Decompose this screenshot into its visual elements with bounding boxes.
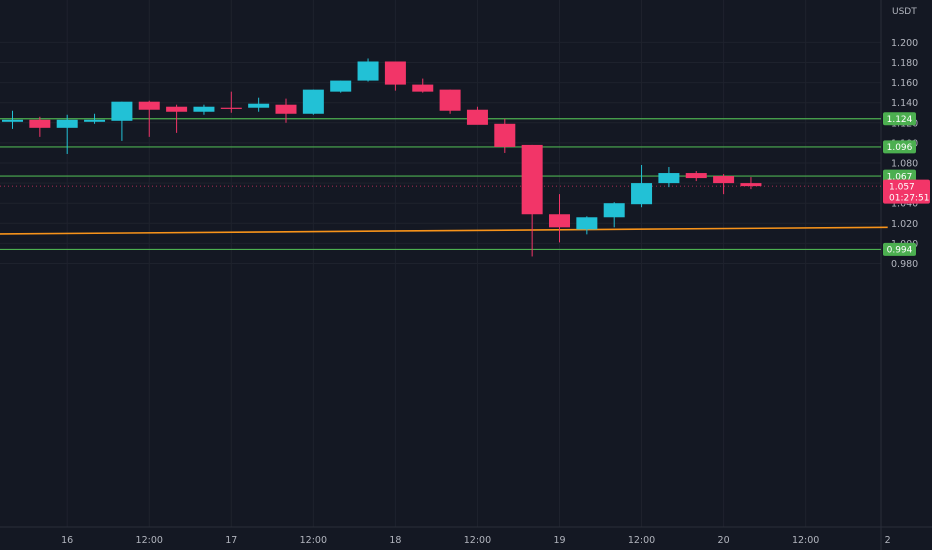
candle-bullish: [576, 217, 598, 230]
price-tick-label: 1.140: [891, 98, 918, 109]
last-price-tag-label: 1.057: [889, 182, 915, 192]
level-price-tag-label: 1.096: [887, 143, 913, 153]
time-tick-label: 17: [225, 535, 237, 546]
candle-bearish: [29, 119, 51, 128]
time-tick-label: 19: [553, 535, 565, 546]
candle-bearish: [494, 123, 516, 147]
candle-bullish: [658, 173, 680, 184]
price-tick-label: 1.040: [891, 199, 918, 210]
support-resistance-lines[interactable]: [0, 118, 881, 251]
candle-bearish: [384, 61, 406, 85]
trend-line-group[interactable]: [0, 226, 888, 235]
candle-bearish: [166, 106, 188, 112]
candle-bearish: [740, 183, 762, 187]
currency-unit-label: USDT: [892, 7, 917, 17]
candle-bearish: [275, 104, 297, 114]
price-tick-label: 1.200: [891, 38, 918, 49]
price-tick-label: 1.020: [891, 219, 918, 230]
price-tick-label: 0.980: [891, 259, 918, 270]
candle-bearish: [138, 101, 160, 110]
level-price-tag-label: 0.994: [887, 246, 913, 256]
level-price-tag-label: 1.124: [887, 115, 913, 125]
candle-bearish: [685, 173, 707, 179]
candle-bearish: [439, 89, 461, 111]
candle-bullish: [111, 101, 133, 121]
time-tick-label: 12:00: [628, 535, 655, 546]
candle-bearish: [549, 214, 570, 228]
candle-bullish: [302, 89, 324, 114]
time-tick-label: 16: [61, 535, 73, 546]
time-axis[interactable]: 16 12:00 17 12:00 18 12:00 19 12:00 20 12:00 2: [61, 535, 891, 546]
level-price-tag: [883, 169, 916, 183]
candle-bullish: [330, 80, 352, 92]
level-price-tag-label: 1.067: [887, 172, 913, 182]
price-tick-label: 1.160: [891, 78, 918, 89]
last-price-tag: [883, 179, 930, 204]
candle-bullish: [631, 183, 653, 205]
candle-bullish: [248, 103, 270, 108]
candle-bullish: [56, 119, 78, 128]
candle-bullish: [193, 106, 215, 112]
candle-bearish: [412, 84, 434, 92]
candle-countdown-label: 01:27:51: [889, 193, 929, 203]
level-price-tag: [883, 140, 916, 154]
candle-bearish: [713, 176, 735, 184]
candle-bullish: [84, 119, 106, 122]
time-tick-label: 12:00: [300, 535, 327, 546]
level-price-tag: [883, 242, 916, 256]
time-tick-label: 20: [718, 535, 730, 546]
time-tick-label: 12:00: [464, 535, 491, 546]
candle-bullish: [2, 119, 23, 122]
time-tick-label: 2: [885, 535, 891, 546]
price-tick-label: 1.180: [891, 58, 918, 69]
trend-line[interactable]: [0, 226, 888, 235]
candle-bullish: [603, 203, 625, 218]
candle-bullish: [357, 61, 379, 81]
candle-bearish: [521, 144, 543, 215]
time-tick-label: 12:00: [792, 535, 819, 546]
level-price-tag: [883, 112, 916, 126]
candles: [2, 58, 762, 257]
candle-bearish: [466, 109, 488, 125]
time-tick-label: 18: [389, 535, 401, 546]
time-tick-label: 12:00: [136, 535, 163, 546]
price-tick-label: 1.080: [891, 159, 918, 170]
candle-bearish: [220, 107, 242, 109]
